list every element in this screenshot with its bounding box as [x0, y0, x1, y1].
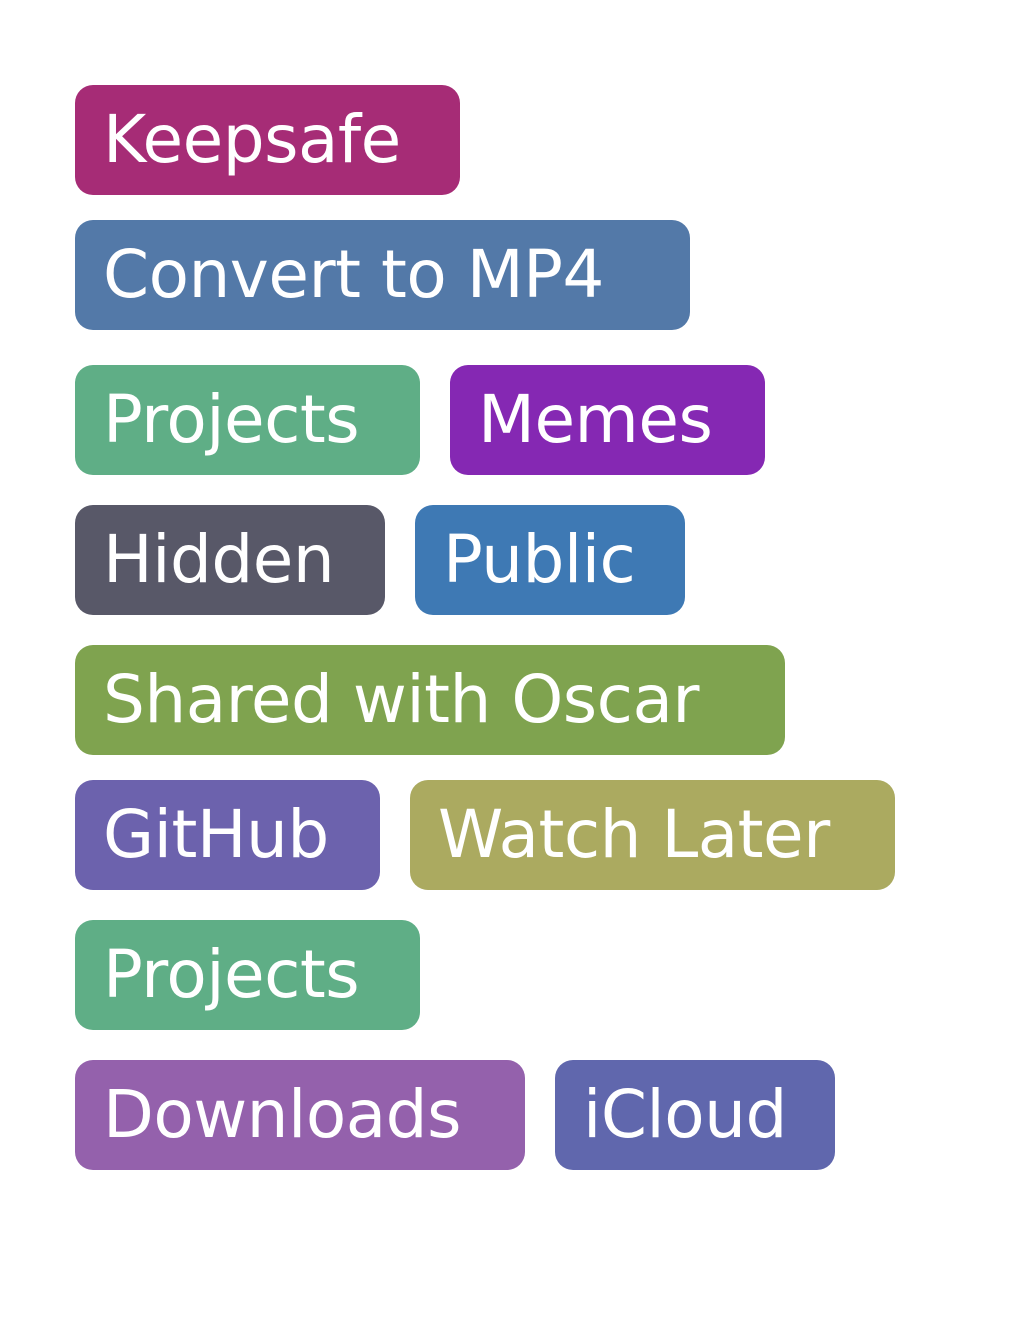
tag-row: Downloads iCloud — [75, 1060, 975, 1170]
tag-downloads[interactable]: Downloads — [75, 1060, 525, 1170]
tag-memes[interactable]: Memes — [450, 365, 765, 475]
tag-watch-later[interactable]: Watch Later — [410, 780, 895, 890]
tag-convert-to-mp4[interactable]: Convert to MP4 — [75, 220, 690, 330]
tag-icloud[interactable]: iCloud — [555, 1060, 835, 1170]
tag-row: Projects Memes — [75, 365, 975, 475]
tag-keepsafe[interactable]: Keepsafe — [75, 85, 460, 195]
tag-row: Projects — [75, 920, 975, 1030]
tag-row: GitHub Watch Later — [75, 780, 975, 890]
tag-row: Hidden Public — [75, 505, 975, 615]
tag-github[interactable]: GitHub — [75, 780, 380, 890]
tag-list: Keepsafe Convert to MP4 Projects Memes H… — [75, 85, 975, 1170]
tag-public[interactable]: Public — [415, 505, 685, 615]
tag-row: Convert to MP4 — [75, 220, 975, 330]
tag-projects[interactable]: Projects — [75, 920, 420, 1030]
tag-shared-with-oscar[interactable]: Shared with Oscar — [75, 645, 785, 755]
tag-row: Keepsafe — [75, 85, 975, 195]
tag-row: Shared with Oscar — [75, 645, 975, 755]
tag-projects[interactable]: Projects — [75, 365, 420, 475]
tag-hidden[interactable]: Hidden — [75, 505, 385, 615]
